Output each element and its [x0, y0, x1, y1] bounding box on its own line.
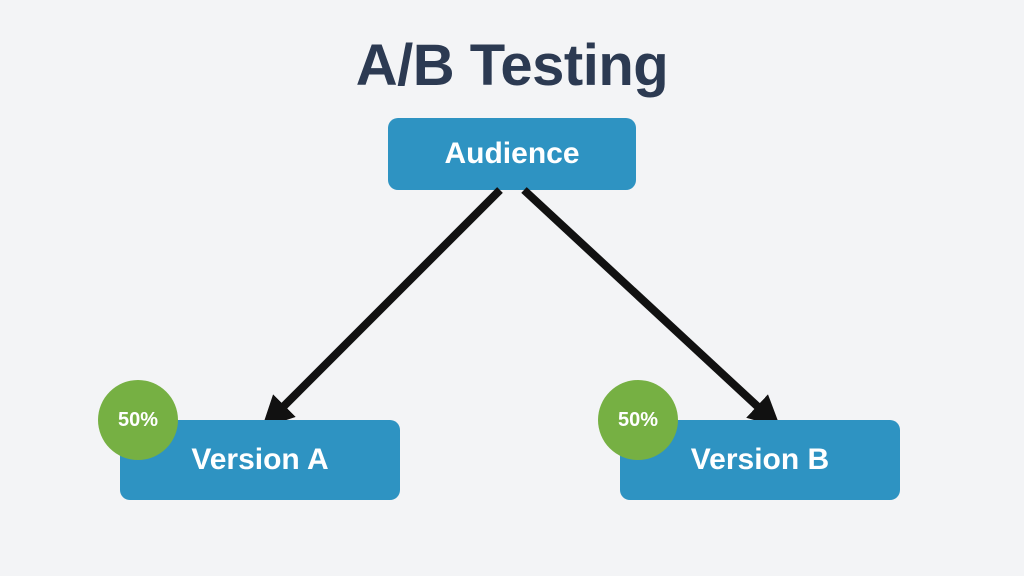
version-b-label: Version B: [691, 443, 829, 477]
audience-box: Audience: [388, 118, 636, 190]
diagram-title: A/B Testing: [0, 32, 1024, 99]
arrow-left: [272, 190, 500, 418]
version-a-label: Version A: [191, 443, 328, 477]
percentage-b-label: 50%: [618, 409, 658, 432]
percentage-badge-a: 50%: [98, 380, 178, 460]
audience-label: Audience: [444, 137, 579, 171]
percentage-badge-b: 50%: [598, 380, 678, 460]
diagram-canvas: A/B Testing Audience Version A Version B…: [0, 0, 1024, 576]
percentage-a-label: 50%: [118, 409, 158, 432]
